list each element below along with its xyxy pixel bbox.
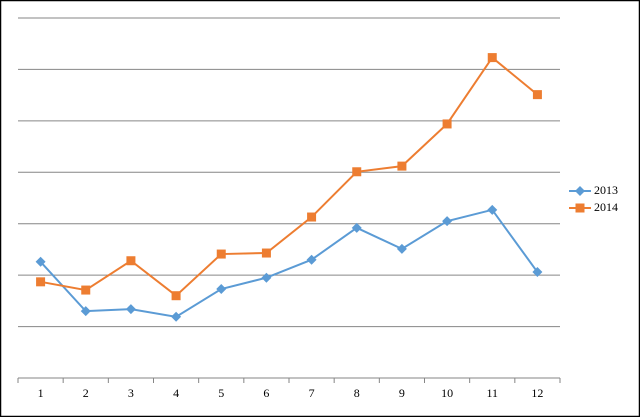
- data-point: [396, 243, 407, 254]
- data-point: [171, 291, 181, 301]
- data-point: [352, 167, 362, 177]
- data-point: [397, 161, 407, 171]
- data-point: [261, 248, 271, 258]
- data-point: [35, 256, 46, 267]
- x-tick-label: 8: [354, 386, 360, 400]
- data-point: [532, 267, 543, 278]
- data-point: [125, 304, 136, 315]
- series-line: [40, 56, 539, 298]
- x-tick-label: 9: [399, 386, 405, 400]
- data-point: [261, 272, 272, 283]
- data-point: [306, 254, 317, 265]
- x-tick-label: 1: [38, 386, 44, 400]
- data-point: [532, 90, 542, 100]
- data-point: [80, 306, 91, 317]
- x-tick-label: 12: [531, 386, 543, 400]
- x-tick-label: 7: [309, 386, 315, 400]
- legend-label: 2014: [594, 200, 618, 214]
- x-tick-label: 3: [128, 386, 134, 400]
- x-tick-label: 10: [441, 386, 453, 400]
- data-point: [171, 311, 182, 322]
- data-point: [442, 216, 453, 227]
- data-point: [216, 249, 226, 259]
- data-point: [351, 222, 362, 233]
- data-point: [36, 277, 46, 287]
- x-tick-label: 2: [83, 386, 89, 400]
- legend-marker: [575, 203, 585, 213]
- legend-marker: [575, 186, 585, 196]
- series-line: [39, 208, 539, 318]
- x-tick-label: 4: [173, 386, 179, 400]
- data-point: [126, 256, 136, 266]
- data-point: [487, 53, 497, 63]
- x-tick-label: 5: [218, 386, 224, 400]
- x-tick-label: 6: [263, 386, 269, 400]
- data-point: [487, 204, 498, 215]
- x-tick-label: 11: [486, 386, 498, 400]
- data-point: [442, 119, 452, 129]
- data-point: [216, 284, 227, 295]
- legend-label: 2013: [594, 183, 618, 197]
- data-point: [307, 212, 317, 222]
- data-point: [81, 285, 91, 295]
